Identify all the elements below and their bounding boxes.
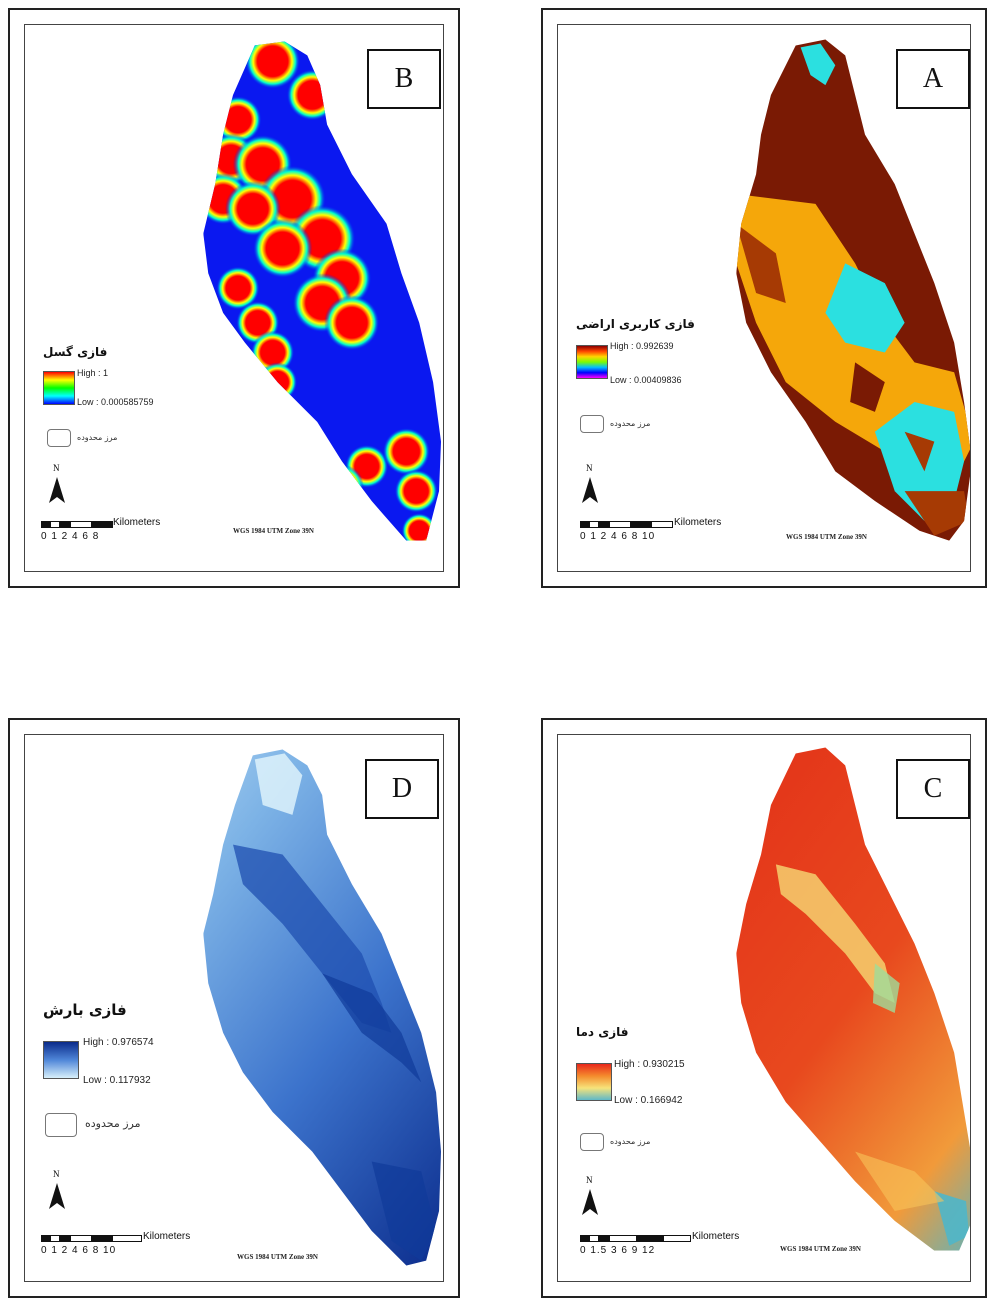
panel-letter: D xyxy=(391,773,413,804)
north-label: N xyxy=(586,1175,593,1185)
projection-label: WGS 1984 UTM Zone 39N xyxy=(786,533,867,541)
scale-unit: Kilometers xyxy=(674,517,722,528)
map-frame: D فازی بارش High : 0.976574 Low : 0.1179… xyxy=(24,734,444,1282)
precipitation-fuzzy-map xyxy=(203,749,442,1266)
map-panel-c: C فازی دما High : 0.930215 Low : 0.16694… xyxy=(541,718,987,1298)
legend-high: High : 0.992639 xyxy=(610,341,674,351)
north-label: N xyxy=(586,463,593,473)
fault-fuzzy-map xyxy=(203,41,442,541)
map-panel-a: A فازی کاربری اراضی High : 0.992639 Low … xyxy=(541,8,987,588)
legend-low: Low : 0.166942 xyxy=(614,1095,683,1106)
legend-title: فازی دما xyxy=(576,1025,629,1039)
map-frame: B فازی گسل High : 1 Low : 0.000585759 مر… xyxy=(24,24,444,572)
panel-letter: A xyxy=(922,63,944,94)
boundary-legend-label: مرز محدوده xyxy=(610,1137,651,1146)
scale-numbers: 0 1 2 4 6 8 10 xyxy=(41,1245,117,1256)
panel-letter-box: A xyxy=(896,49,970,109)
boundary-legend-label: مرز محدوده xyxy=(77,433,118,442)
panel-letter: B xyxy=(394,63,414,94)
scale-bar: Kilometers 0 1 2 4 6 8 10 xyxy=(41,1231,231,1261)
scale-bar: Kilometers 0 1.5 3 6 9 12 xyxy=(580,1231,780,1261)
legend-color-ramp xyxy=(43,371,75,405)
panel-letter: C xyxy=(923,773,943,804)
panel-letter-box: D xyxy=(365,759,439,819)
north-arrow-icon: N xyxy=(45,463,69,503)
legend-color-ramp xyxy=(43,1041,79,1079)
north-label: N xyxy=(53,1169,60,1179)
legend-high: High : 0.976574 xyxy=(83,1037,154,1048)
scale-numbers: 0 1 2 4 6 8 xyxy=(41,531,100,542)
map-panel-b: B فازی گسل High : 1 Low : 0.000585759 مر… xyxy=(8,8,460,588)
legend-title: فازی بارش xyxy=(43,1001,127,1019)
boundary-legend-symbol xyxy=(45,1113,77,1137)
legend-high: High : 0.930215 xyxy=(614,1059,685,1070)
legend-high: High : 1 xyxy=(77,368,109,378)
boundary-legend-symbol xyxy=(580,415,604,433)
legend-low: Low : 0.00409836 xyxy=(610,375,682,385)
boundary-legend-symbol xyxy=(580,1133,604,1151)
landuse-fuzzy-map xyxy=(736,39,970,541)
panel-letter-box: B xyxy=(367,49,441,109)
legend-low: Low : 0.000585759 xyxy=(77,397,154,407)
scale-numbers: 0 1 2 4 6 8 10 xyxy=(580,531,656,542)
scale-numbers: 0 1.5 3 6 9 12 xyxy=(580,1245,656,1256)
projection-label: WGS 1984 UTM Zone 39N xyxy=(233,527,314,535)
boundary-legend-label: مرز محدوده xyxy=(85,1117,141,1130)
legend-title: فازی کاربری اراضی xyxy=(576,317,695,331)
legend-color-ramp xyxy=(576,1063,612,1101)
panel-letter-box: C xyxy=(896,759,970,819)
scale-unit: Kilometers xyxy=(143,1231,191,1242)
north-arrow-icon: N xyxy=(578,1175,602,1215)
boundary-legend-label: مرز محدوده xyxy=(610,419,651,428)
projection-label: WGS 1984 UTM Zone 39N xyxy=(237,1253,318,1261)
scale-bar: Kilometers 0 1 2 4 6 8 10 xyxy=(580,517,740,547)
scale-unit: Kilometers xyxy=(692,1231,740,1242)
boundary-legend-symbol xyxy=(47,429,71,447)
legend-low: Low : 0.117932 xyxy=(83,1075,151,1086)
map-frame: C فازی دما High : 0.930215 Low : 0.16694… xyxy=(557,734,971,1282)
legend-title: فازی گسل xyxy=(43,345,108,359)
legend-color-ramp xyxy=(576,345,608,379)
scale-bar: Kilometers 0 1 2 4 6 8 xyxy=(41,517,201,547)
projection-label: WGS 1984 UTM Zone 39N xyxy=(780,1245,861,1253)
north-label: N xyxy=(53,463,60,473)
map-panel-d: D فازی بارش High : 0.976574 Low : 0.1179… xyxy=(8,718,460,1298)
north-arrow-icon: N xyxy=(45,1169,69,1209)
north-arrow-icon: N xyxy=(578,463,602,503)
map-frame: A فازی کاربری اراضی High : 0.992639 Low … xyxy=(557,24,971,572)
scale-unit: Kilometers xyxy=(113,517,161,528)
temperature-fuzzy-map xyxy=(736,747,970,1251)
